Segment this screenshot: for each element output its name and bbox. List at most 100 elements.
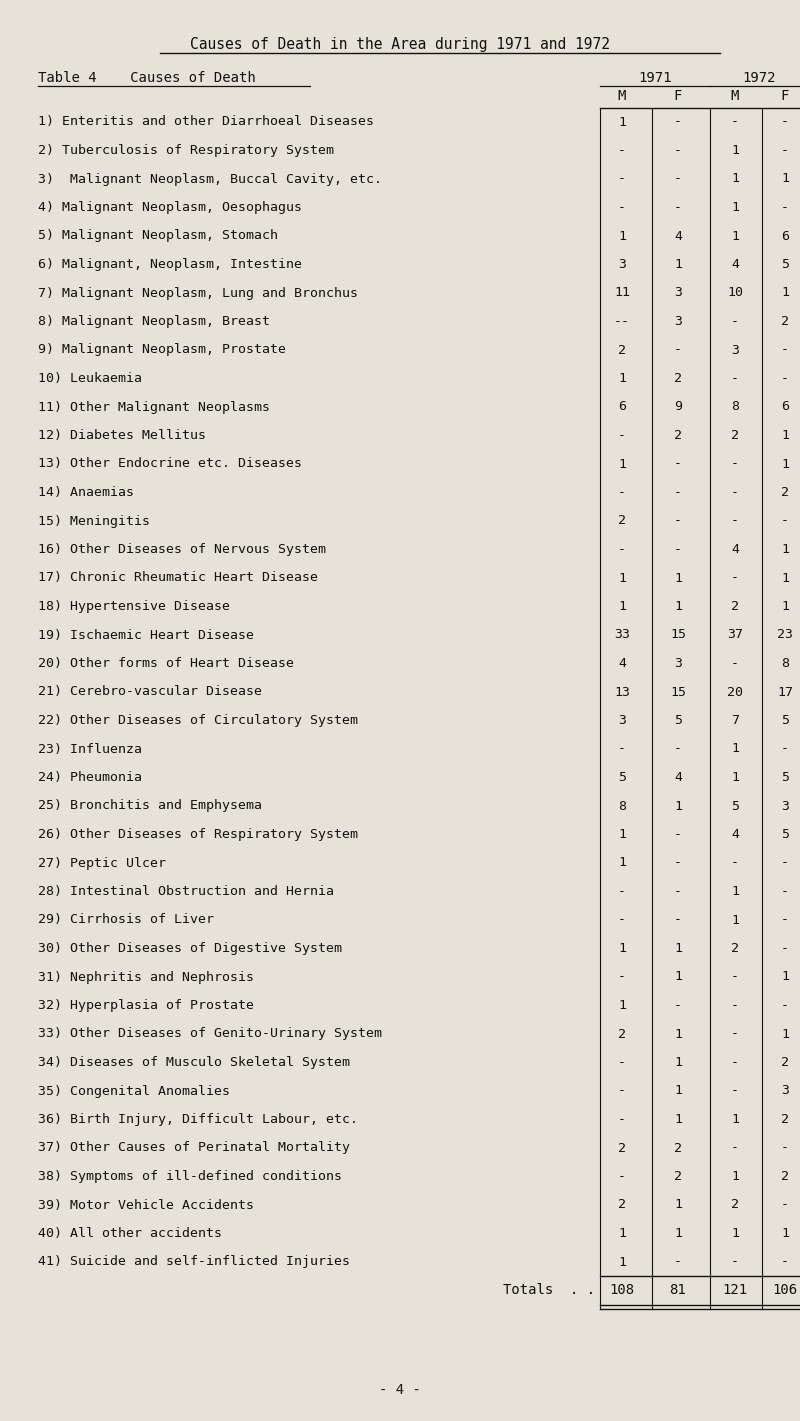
Text: 30) Other Diseases of Digestive System: 30) Other Diseases of Digestive System xyxy=(38,942,342,955)
Text: 1: 1 xyxy=(674,1198,682,1212)
Text: 106: 106 xyxy=(773,1283,798,1297)
Text: 34) Diseases of Musculo Skeletal System: 34) Diseases of Musculo Skeletal System xyxy=(38,1056,350,1069)
Text: 19) Ischaemic Heart Disease: 19) Ischaemic Heart Disease xyxy=(38,628,254,641)
Text: 1: 1 xyxy=(674,600,682,612)
Text: 27) Peptic Ulcer: 27) Peptic Ulcer xyxy=(38,857,166,870)
Text: 1: 1 xyxy=(731,1169,739,1184)
Text: 2: 2 xyxy=(618,1198,626,1212)
Text: -: - xyxy=(731,571,739,584)
Text: -: - xyxy=(781,885,789,898)
Text: 12) Diabetes Mellitus: 12) Diabetes Mellitus xyxy=(38,429,206,442)
Text: 1: 1 xyxy=(781,971,789,983)
Text: -: - xyxy=(618,885,626,898)
Text: 1: 1 xyxy=(731,172,739,186)
Text: 24) Pheumonia: 24) Pheumonia xyxy=(38,772,142,784)
Text: 1: 1 xyxy=(618,458,626,470)
Text: 3: 3 xyxy=(781,1084,789,1097)
Text: 1: 1 xyxy=(781,287,789,300)
Text: --: -- xyxy=(614,315,630,328)
Text: -: - xyxy=(674,172,682,186)
Text: 5: 5 xyxy=(674,713,682,728)
Text: -: - xyxy=(674,514,682,527)
Text: F: F xyxy=(674,90,682,102)
Text: 4: 4 xyxy=(731,543,739,556)
Text: 1: 1 xyxy=(674,800,682,813)
Text: -: - xyxy=(618,200,626,215)
Text: 4) Malignant Neoplasm, Oesophagus: 4) Malignant Neoplasm, Oesophagus xyxy=(38,200,302,215)
Text: 7) Malignant Neoplasm, Lung and Bronchus: 7) Malignant Neoplasm, Lung and Bronchus xyxy=(38,287,358,300)
Text: 1: 1 xyxy=(674,1226,682,1241)
Text: 1: 1 xyxy=(781,429,789,442)
Text: 22) Other Diseases of Circulatory System: 22) Other Diseases of Circulatory System xyxy=(38,713,358,728)
Text: 8: 8 xyxy=(618,800,626,813)
Text: 1: 1 xyxy=(674,942,682,955)
Text: -: - xyxy=(781,514,789,527)
Text: -: - xyxy=(618,1113,626,1125)
Text: 1: 1 xyxy=(781,172,789,186)
Text: 39) Motor Vehicle Accidents: 39) Motor Vehicle Accidents xyxy=(38,1198,254,1212)
Text: -: - xyxy=(618,429,626,442)
Text: 1: 1 xyxy=(781,1226,789,1241)
Text: 2: 2 xyxy=(618,514,626,527)
Text: -: - xyxy=(781,200,789,215)
Text: 26) Other Diseases of Respiratory System: 26) Other Diseases of Respiratory System xyxy=(38,828,358,841)
Text: 15: 15 xyxy=(670,685,686,699)
Text: Causes of Death in the Area during 1971 and 1972: Causes of Death in the Area during 1971 … xyxy=(190,37,610,53)
Text: 16) Other Diseases of Nervous System: 16) Other Diseases of Nervous System xyxy=(38,543,326,556)
Text: 1: 1 xyxy=(618,999,626,1012)
Text: 5: 5 xyxy=(781,259,789,271)
Text: 1: 1 xyxy=(674,1113,682,1125)
Text: 3: 3 xyxy=(731,344,739,357)
Text: 3: 3 xyxy=(618,713,626,728)
Text: 31) Nephritis and Nephrosis: 31) Nephritis and Nephrosis xyxy=(38,971,254,983)
Text: 1: 1 xyxy=(731,885,739,898)
Text: 3: 3 xyxy=(674,657,682,669)
Text: 3)  Malignant Neoplasm, Buccal Cavity, etc.: 3) Malignant Neoplasm, Buccal Cavity, et… xyxy=(38,172,382,186)
Text: 6: 6 xyxy=(781,230,789,243)
Text: -: - xyxy=(781,857,789,870)
Text: -: - xyxy=(674,144,682,156)
Text: -: - xyxy=(781,1141,789,1154)
Text: 4: 4 xyxy=(674,772,682,784)
Text: 11: 11 xyxy=(614,287,630,300)
Text: -: - xyxy=(618,1056,626,1069)
Text: 2: 2 xyxy=(674,429,682,442)
Text: -: - xyxy=(674,914,682,926)
Text: 2: 2 xyxy=(674,1141,682,1154)
Text: -: - xyxy=(731,1084,739,1097)
Text: 37: 37 xyxy=(727,628,743,641)
Text: -: - xyxy=(731,486,739,499)
Text: 41) Suicide and self-inflicted Injuries: 41) Suicide and self-inflicted Injuries xyxy=(38,1256,350,1269)
Text: 1: 1 xyxy=(731,1226,739,1241)
Text: F: F xyxy=(781,90,789,102)
Text: -: - xyxy=(781,914,789,926)
Text: 1: 1 xyxy=(618,1256,626,1269)
Text: 21) Cerebro-vascular Disease: 21) Cerebro-vascular Disease xyxy=(38,685,262,699)
Text: 2: 2 xyxy=(674,1169,682,1184)
Text: 2: 2 xyxy=(781,1169,789,1184)
Text: -: - xyxy=(674,115,682,128)
Text: 38) Symptoms of ill-defined conditions: 38) Symptoms of ill-defined conditions xyxy=(38,1169,342,1184)
Text: -: - xyxy=(731,999,739,1012)
Text: 1: 1 xyxy=(618,571,626,584)
Text: -: - xyxy=(731,514,739,527)
Text: 11) Other Malignant Neoplasms: 11) Other Malignant Neoplasms xyxy=(38,401,270,414)
Text: 3: 3 xyxy=(781,800,789,813)
Text: -: - xyxy=(731,315,739,328)
Text: -: - xyxy=(781,344,789,357)
Text: -: - xyxy=(618,172,626,186)
Text: 2: 2 xyxy=(781,486,789,499)
Text: 1: 1 xyxy=(781,458,789,470)
Text: 15: 15 xyxy=(670,628,686,641)
Text: 7: 7 xyxy=(731,713,739,728)
Text: 1: 1 xyxy=(618,828,626,841)
Text: 2: 2 xyxy=(781,1056,789,1069)
Text: 2: 2 xyxy=(731,1198,739,1212)
Text: -: - xyxy=(674,999,682,1012)
Text: 2: 2 xyxy=(618,1027,626,1040)
Text: 5: 5 xyxy=(781,828,789,841)
Text: 17: 17 xyxy=(777,685,793,699)
Text: 1: 1 xyxy=(674,971,682,983)
Text: M: M xyxy=(618,90,626,102)
Text: -: - xyxy=(674,200,682,215)
